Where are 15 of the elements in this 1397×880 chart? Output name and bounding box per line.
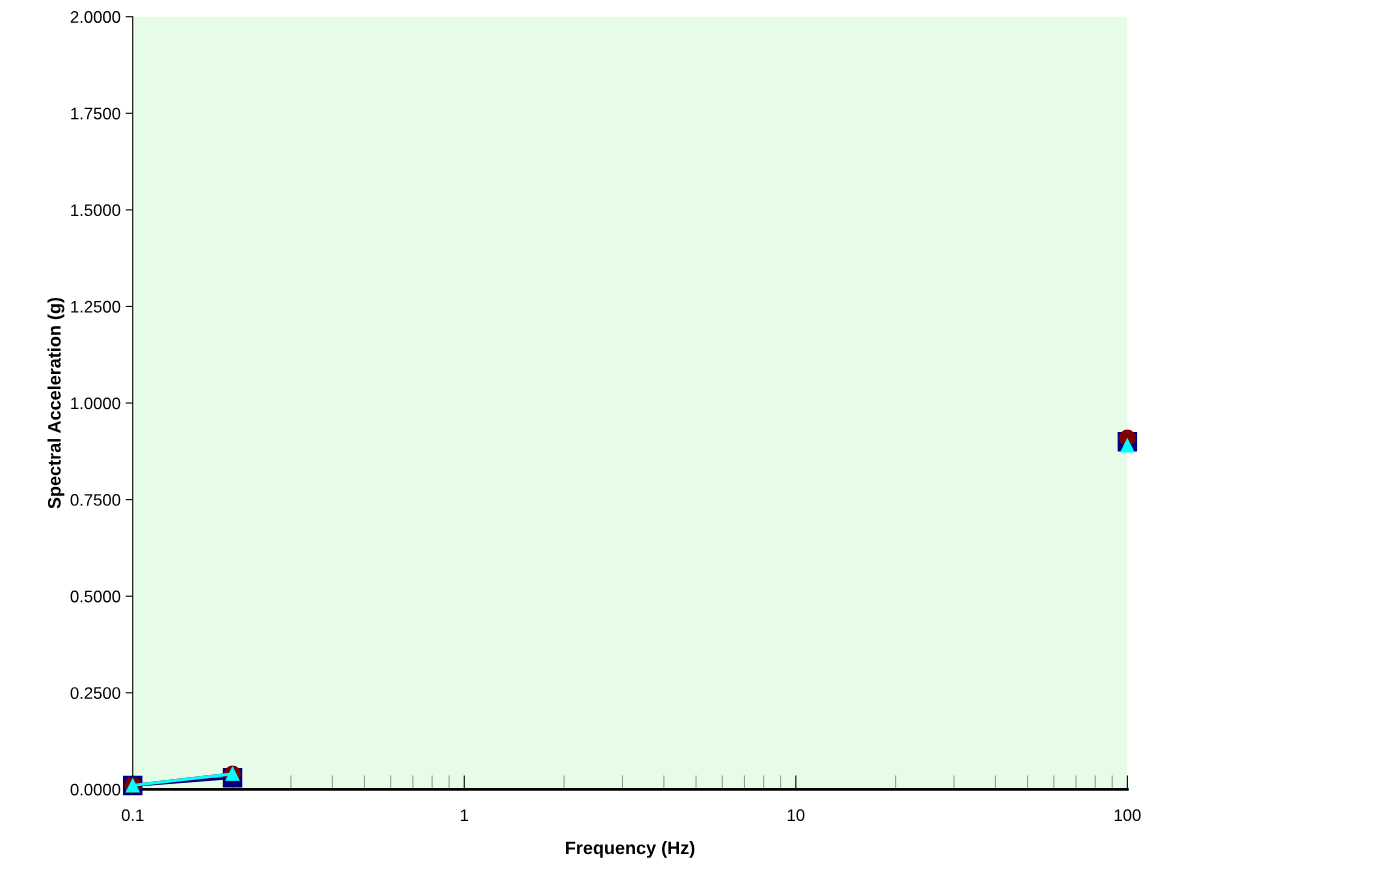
y-tick-label: 1.2500: [71, 300, 121, 313]
y-tick-label: 1.0000: [71, 397, 121, 410]
y-tick-label: 0.0000: [70, 783, 121, 796]
y-tick-label: 1.7500: [71, 107, 121, 120]
x-tick-label: 1: [460, 809, 469, 821]
x-tick-label: 100: [1114, 809, 1141, 822]
y-axis-title: Spectral Acceleration (g): [47, 297, 65, 509]
x-tick-label: 10: [787, 809, 805, 822]
y-tick-label: 0.2500: [70, 687, 121, 699]
y-tick-label: 0.7500: [70, 494, 121, 506]
y-tick-label: 0.5000: [70, 590, 121, 603]
y-tick-label: 2.0000: [70, 11, 121, 23]
x-tick-label: 0.1: [121, 809, 144, 822]
y-tick-label: 1.5000: [71, 204, 121, 217]
x-axis-title: Frequency (Hz): [566, 841, 695, 858]
